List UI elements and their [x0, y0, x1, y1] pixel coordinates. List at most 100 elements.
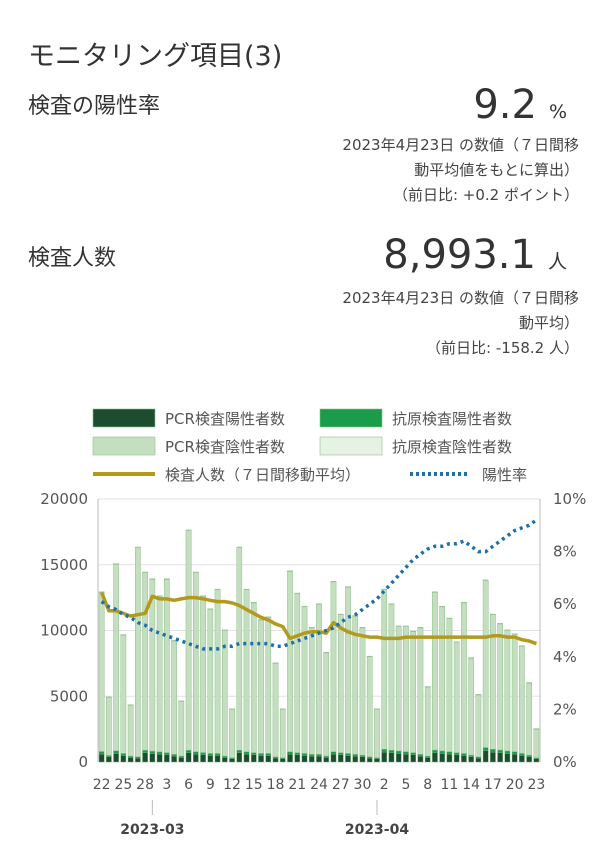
- bar-segment: [258, 755, 264, 763]
- bar-segment: [381, 589, 388, 750]
- bar-segment: [178, 701, 185, 757]
- month-label: 2023-04: [345, 822, 410, 838]
- bar-segment: [229, 709, 235, 758]
- bar-segment: [272, 663, 279, 758]
- bar-segment: [236, 546, 243, 548]
- bar-segment: [200, 596, 206, 753]
- bar-segment: [330, 751, 337, 755]
- bar-segment: [497, 623, 503, 751]
- bar-segment: [388, 603, 395, 751]
- bar-segment: [468, 756, 474, 763]
- bar-segment: [135, 757, 141, 763]
- bar-segment: [120, 634, 127, 754]
- bar-segment: [519, 645, 525, 647]
- bar-segment: [236, 547, 243, 751]
- bar-segment: [519, 646, 525, 754]
- bar-segment: [446, 751, 453, 755]
- bar-segment: [482, 579, 489, 581]
- bar-segment: [98, 592, 105, 752]
- bar-segment: [156, 596, 163, 753]
- bar-segment: [98, 751, 105, 755]
- x-tick-label: 11: [441, 777, 459, 793]
- bar-segment: [308, 627, 315, 629]
- bar-segment: [265, 755, 272, 763]
- bar-segment: [207, 753, 214, 756]
- bar-segment: [214, 753, 221, 756]
- x-tick-label: 17: [484, 777, 502, 793]
- bar-segment: [388, 749, 395, 753]
- bar-segment: [432, 592, 438, 751]
- bar-segment: [352, 755, 359, 763]
- bar-segment: [127, 704, 134, 706]
- bar-segment: [395, 753, 402, 763]
- bar-segment: [424, 686, 431, 688]
- bar-segment: [533, 728, 540, 758]
- bar-segment: [265, 617, 272, 754]
- y-right-tick-label: 10%: [553, 490, 586, 508]
- bar-segment: [381, 751, 388, 763]
- bar-segment: [214, 589, 221, 754]
- bar-segment: [330, 580, 337, 583]
- x-tick-label: 20: [506, 777, 524, 793]
- bar-segment: [374, 708, 380, 710]
- bar-segment: [294, 752, 301, 755]
- bar-segment: [127, 757, 134, 763]
- bar-segment: [243, 751, 250, 755]
- bar-segment: [504, 630, 511, 752]
- bar-segment: [482, 750, 489, 763]
- bar-segment: [337, 754, 344, 763]
- bar-segment: [149, 578, 156, 580]
- bar-segment: [453, 754, 460, 763]
- bar-segment: [229, 758, 235, 763]
- bar-segment: [519, 755, 525, 763]
- bar-segment: [127, 705, 134, 757]
- bar-segment: [417, 755, 424, 763]
- y-left-tick-label: 5000: [50, 687, 88, 705]
- bar-segment: [113, 563, 119, 752]
- legend-swatch: [319, 436, 383, 456]
- bar-segment: [185, 749, 192, 753]
- x-tick-label: 5: [401, 777, 410, 793]
- bar-segment: [106, 697, 112, 756]
- bar-segment: [526, 756, 532, 763]
- tests-note: 2023年4月23日 の数値（７日間移 動平均） （前日比: -158.2 人）: [289, 286, 579, 361]
- bar-segment: [366, 656, 373, 758]
- bar-segment: [156, 753, 163, 763]
- bar-segment: [403, 751, 409, 755]
- bar-segment: [432, 591, 438, 593]
- x-tick-label: 21: [288, 777, 306, 793]
- bar-segment: [410, 630, 417, 633]
- bar-segment: [410, 754, 417, 763]
- x-tick-label: 8: [423, 777, 432, 793]
- x-tick-label: 2: [380, 777, 389, 793]
- bar-segment: [106, 756, 112, 763]
- legend-label: PCR検査陰性者数: [165, 438, 285, 456]
- tests-label: 検査人数: [28, 246, 117, 271]
- bar-segment: [410, 752, 417, 755]
- bar-segment: [352, 754, 359, 757]
- bar-segment: [243, 589, 250, 752]
- x-tick-label: 30: [354, 777, 372, 793]
- bar-segment: [113, 563, 119, 565]
- bar-segment: [207, 609, 214, 754]
- tests-number: 8,993.1: [383, 232, 536, 278]
- bar-segment: [156, 751, 163, 755]
- bar-segment: [461, 602, 467, 604]
- bar-segment: [424, 757, 431, 763]
- bar-segment: [272, 757, 279, 763]
- y-right-tick-label: 8%: [553, 543, 577, 561]
- bar-segment: [475, 694, 482, 696]
- x-tick-label: 12: [223, 777, 241, 793]
- bar-segment: [135, 546, 141, 548]
- bar-segment: [504, 629, 511, 631]
- bar-segment: [381, 588, 388, 590]
- bar-segment: [171, 754, 177, 757]
- x-tick-label: 15: [245, 777, 263, 793]
- bar-segment: [113, 750, 119, 754]
- bar-segment: [142, 752, 148, 763]
- bar-segment: [511, 634, 518, 752]
- bar-segment: [323, 652, 330, 757]
- bar-segment: [214, 588, 221, 590]
- bar-segment: [120, 755, 127, 763]
- bar-segment: [475, 757, 482, 763]
